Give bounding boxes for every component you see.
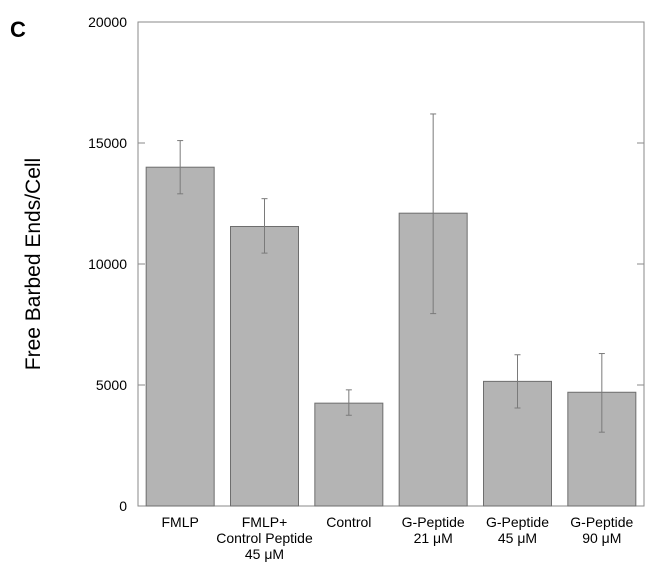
bar [314, 402, 384, 507]
y-tick-label: 10000 [88, 256, 127, 272]
y-tick-label: 20000 [88, 14, 127, 30]
y-tick-label: 5000 [96, 377, 127, 393]
x-category-label: FMLP+ [242, 514, 288, 530]
y-axis-ticks: 0 5000 10000 15000 20000 [88, 14, 644, 514]
y-tick-label: 15000 [88, 135, 127, 151]
x-category-label: G-Peptide [486, 514, 549, 530]
x-category-label: FMLP [161, 514, 198, 530]
x-category-label: 45 μM [498, 530, 537, 546]
panel-label: C [10, 17, 26, 42]
x-category-label: Control Peptide [216, 530, 313, 546]
x-category-label: G-Peptide [570, 514, 633, 530]
y-tick-label: 0 [119, 498, 127, 514]
bar [145, 166, 215, 507]
x-category-label: 45 μM [245, 546, 284, 562]
error-bars [177, 113, 605, 433]
y-axis-label: Free Barbed Ends/Cell [22, 158, 45, 370]
x-category-label: 90 μM [582, 530, 621, 546]
x-category-label: 21 μM [414, 530, 453, 546]
x-category-label: Control [326, 514, 371, 530]
bar [230, 225, 299, 507]
bars [145, 166, 637, 507]
x-category-label: G-Peptide [402, 514, 465, 530]
